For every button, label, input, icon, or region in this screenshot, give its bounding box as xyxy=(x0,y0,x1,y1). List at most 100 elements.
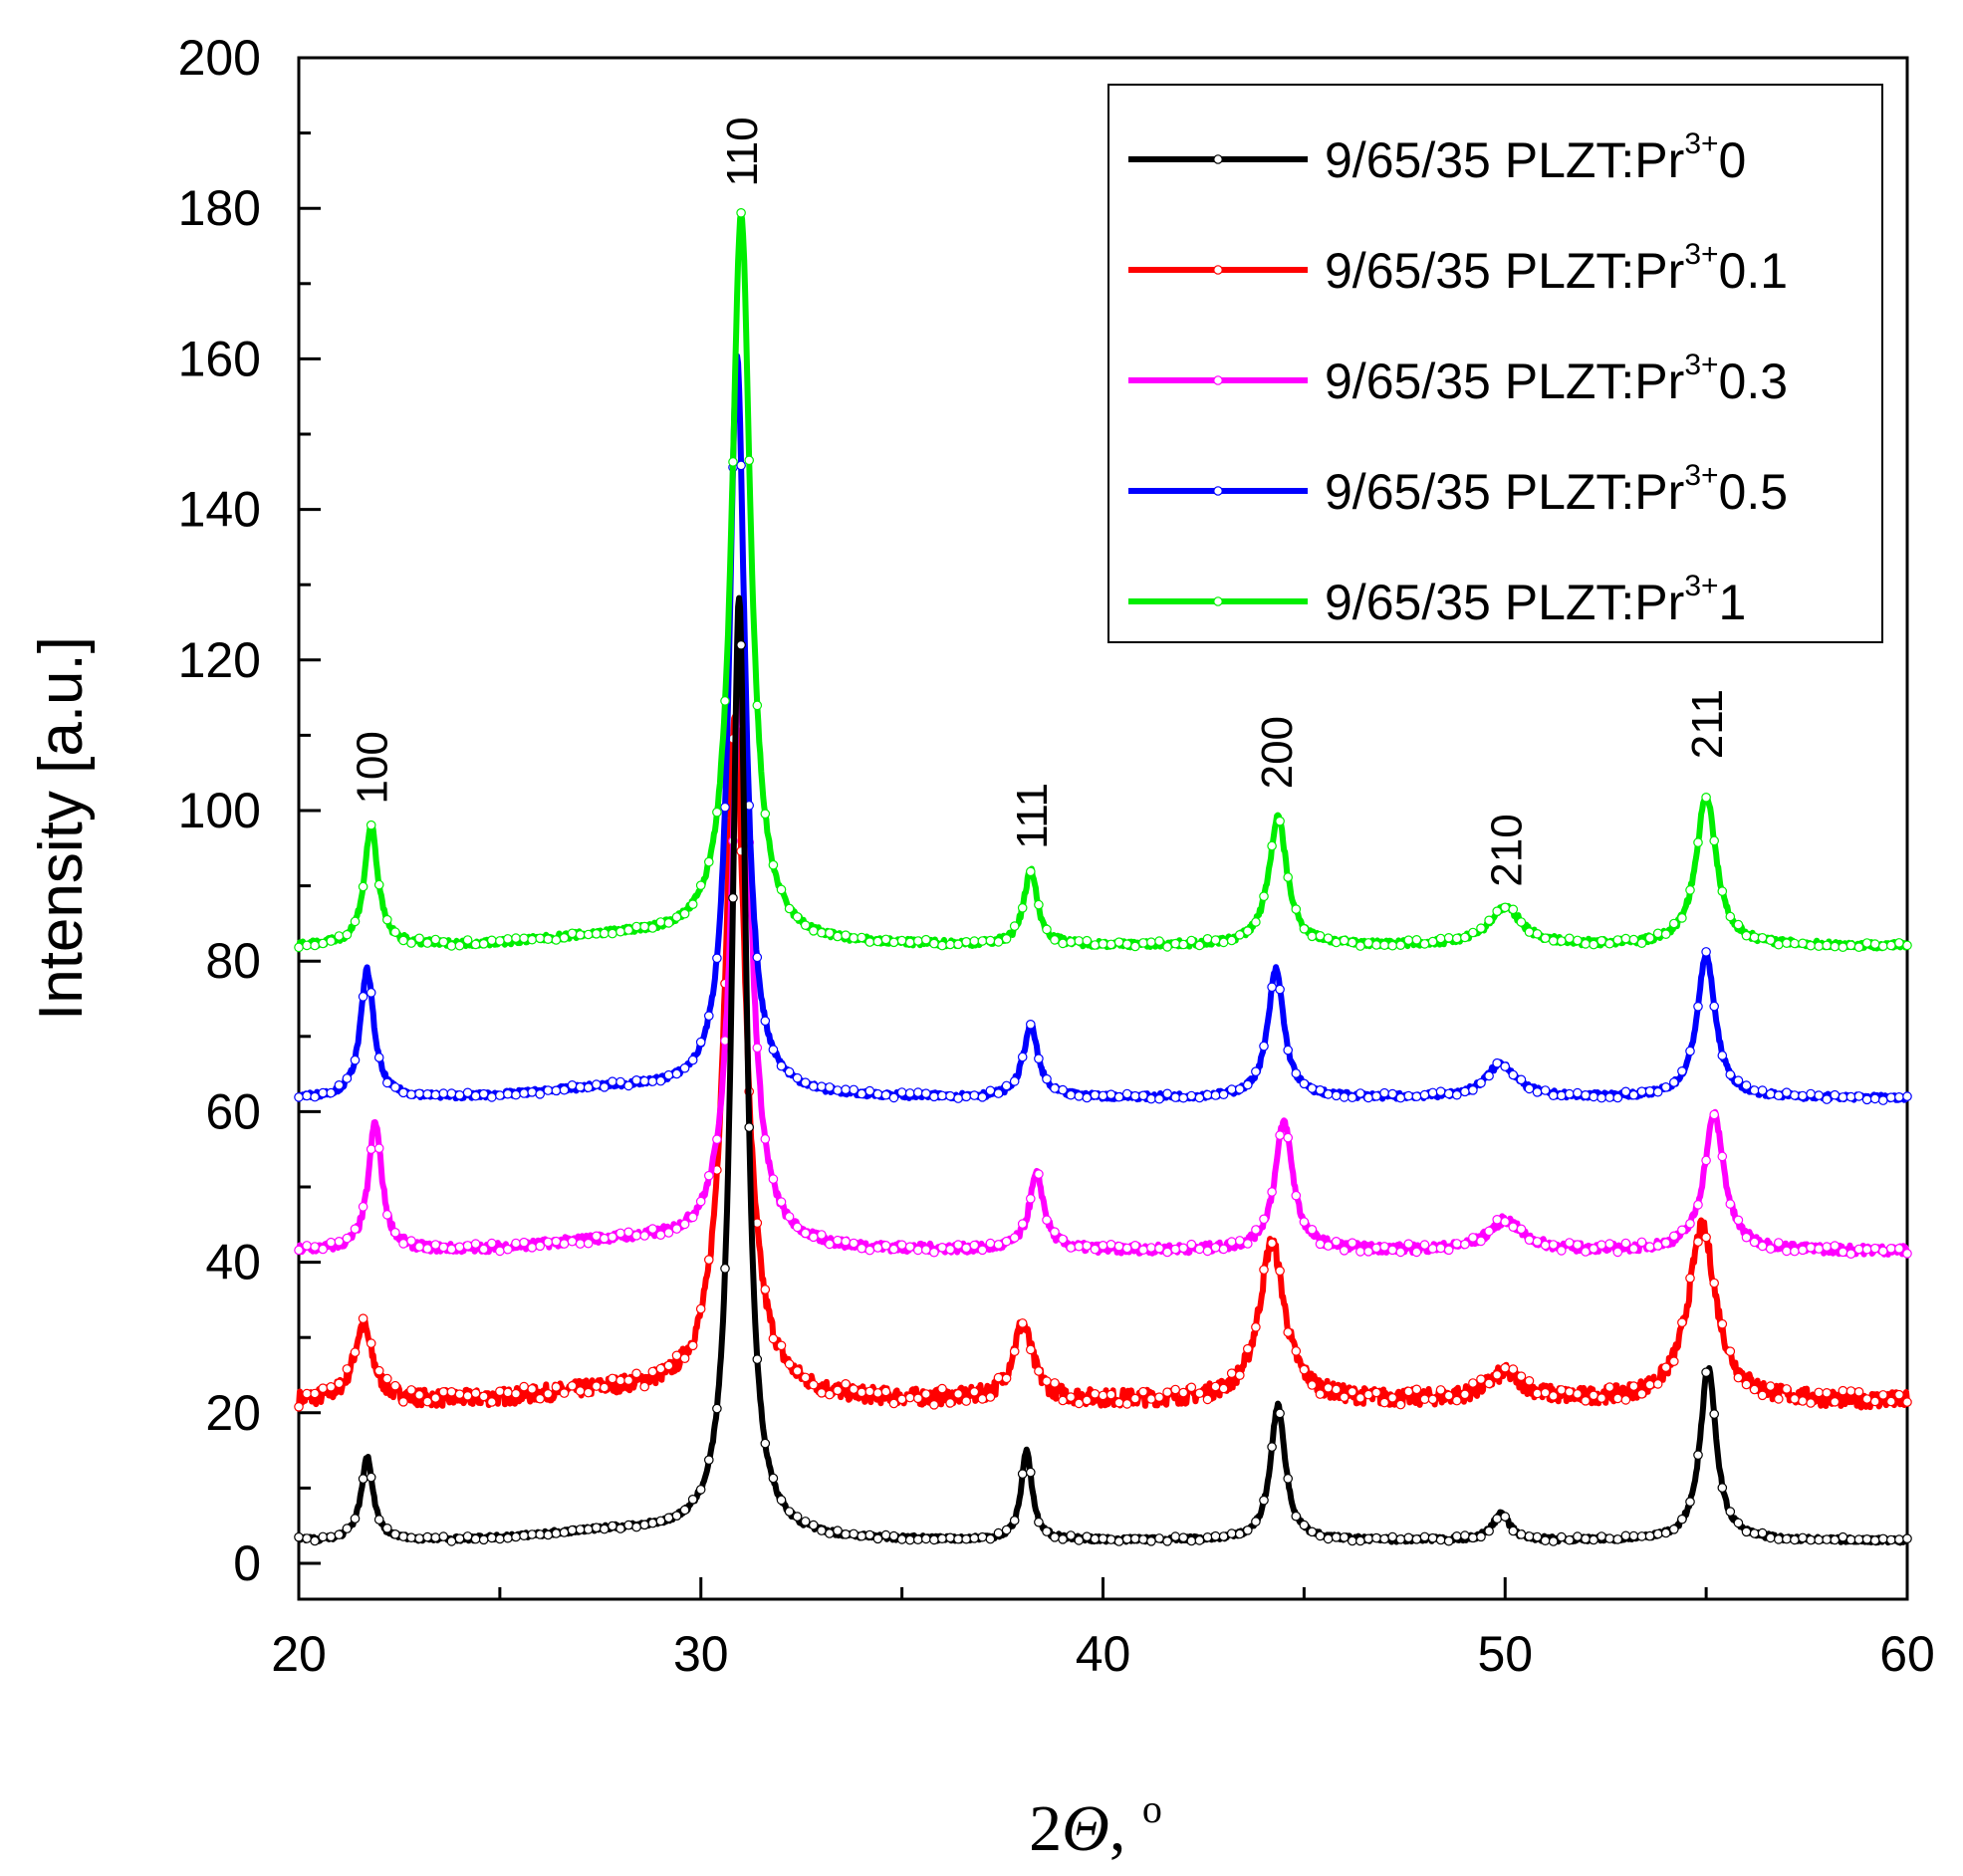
series-point xyxy=(1581,1533,1591,1544)
series-point xyxy=(478,1391,489,1402)
series-point xyxy=(1476,923,1486,933)
series-point xyxy=(760,1016,771,1027)
series-point xyxy=(326,936,337,946)
series-point xyxy=(1685,1497,1695,1507)
series-point xyxy=(414,1088,424,1099)
series-point xyxy=(615,1375,625,1386)
series-point xyxy=(462,1391,473,1401)
series-point xyxy=(864,1529,875,1540)
series-point xyxy=(503,1244,513,1255)
series-point xyxy=(1902,1397,1912,1407)
series-point xyxy=(1235,1084,1245,1094)
series-point xyxy=(422,1089,432,1099)
series-point xyxy=(358,1313,368,1323)
series-point xyxy=(1636,1531,1647,1541)
series-point xyxy=(1363,1092,1373,1103)
series-point xyxy=(1853,1534,1864,1544)
series-point xyxy=(1853,1244,1864,1255)
series-point xyxy=(1226,1528,1237,1538)
series-point xyxy=(1652,1528,1663,1539)
series-point xyxy=(1226,935,1237,946)
series-point xyxy=(1331,1237,1342,1247)
series-point xyxy=(1090,1389,1101,1399)
series-point xyxy=(1685,1273,1695,1284)
series-point xyxy=(1814,1387,1824,1398)
series-point xyxy=(1283,1045,1293,1055)
series-point xyxy=(1113,1091,1124,1102)
series-point xyxy=(454,940,465,951)
series-0 xyxy=(294,594,1912,1546)
series-point xyxy=(527,1384,537,1394)
series-point xyxy=(1861,938,1872,948)
series-point xyxy=(1500,1217,1510,1227)
series-point xyxy=(1034,1169,1044,1179)
series-point xyxy=(1452,1531,1462,1541)
series-point xyxy=(1178,1243,1188,1254)
series-point xyxy=(655,1230,666,1240)
series-point xyxy=(294,1531,304,1542)
series-point xyxy=(454,1533,465,1543)
series-point xyxy=(1363,1389,1373,1400)
series-point xyxy=(583,1387,594,1398)
series-point xyxy=(318,938,328,949)
series-point xyxy=(551,935,562,945)
series-point xyxy=(446,1536,457,1546)
series-point xyxy=(535,933,545,944)
series-point xyxy=(977,936,988,946)
series-point xyxy=(1516,1529,1527,1539)
series-point xyxy=(1105,939,1116,950)
series-point xyxy=(679,1219,690,1230)
series-point xyxy=(1484,1378,1494,1389)
series-point xyxy=(695,1485,706,1495)
series-point xyxy=(849,1384,859,1394)
series-point xyxy=(1902,1249,1912,1259)
series-point xyxy=(864,1245,875,1256)
series-point xyxy=(1717,1151,1728,1162)
series-point xyxy=(527,934,537,945)
series-point xyxy=(752,1043,763,1054)
series-point xyxy=(326,1382,337,1392)
series-point xyxy=(1339,1532,1350,1542)
series-point xyxy=(768,1174,779,1184)
series-point xyxy=(1749,1237,1760,1248)
series-point xyxy=(679,908,690,919)
series-point xyxy=(1130,1393,1140,1404)
y-tick-label: 100 xyxy=(178,783,261,838)
series-point xyxy=(849,1238,859,1249)
series-point xyxy=(1419,939,1430,949)
series-point xyxy=(608,1076,617,1086)
series-point xyxy=(1460,932,1470,943)
series-point xyxy=(1403,1090,1414,1101)
peak-label: 210 xyxy=(1482,814,1531,886)
series-point xyxy=(896,1087,907,1097)
series-point xyxy=(1822,1388,1832,1398)
series-point xyxy=(454,1090,465,1100)
series-point xyxy=(977,1092,988,1102)
series-point xyxy=(1733,1372,1744,1383)
series-point xyxy=(1259,891,1269,901)
series-point xyxy=(1845,1091,1856,1102)
series-point xyxy=(1894,1534,1904,1544)
series-point xyxy=(687,899,698,909)
series-point xyxy=(784,1359,795,1369)
series-point xyxy=(631,1522,641,1532)
series-point xyxy=(1243,1525,1253,1535)
series-point xyxy=(1202,1089,1213,1100)
series-point xyxy=(567,1236,578,1247)
series-point xyxy=(1307,1225,1318,1235)
series-point xyxy=(1565,933,1575,944)
series-point xyxy=(567,928,578,939)
series-point xyxy=(792,1366,803,1376)
series-point xyxy=(1082,1241,1093,1251)
legend-marker xyxy=(1213,486,1223,496)
series-point xyxy=(1814,941,1824,951)
series-point xyxy=(679,1353,690,1363)
series-point xyxy=(366,988,376,998)
series-point xyxy=(390,1529,400,1539)
series-point xyxy=(817,1081,827,1091)
series-point xyxy=(1178,1387,1188,1398)
series-point xyxy=(1066,1530,1076,1540)
series-point xyxy=(760,1134,771,1144)
series-point xyxy=(1636,1237,1647,1248)
series-point xyxy=(470,1533,481,1544)
